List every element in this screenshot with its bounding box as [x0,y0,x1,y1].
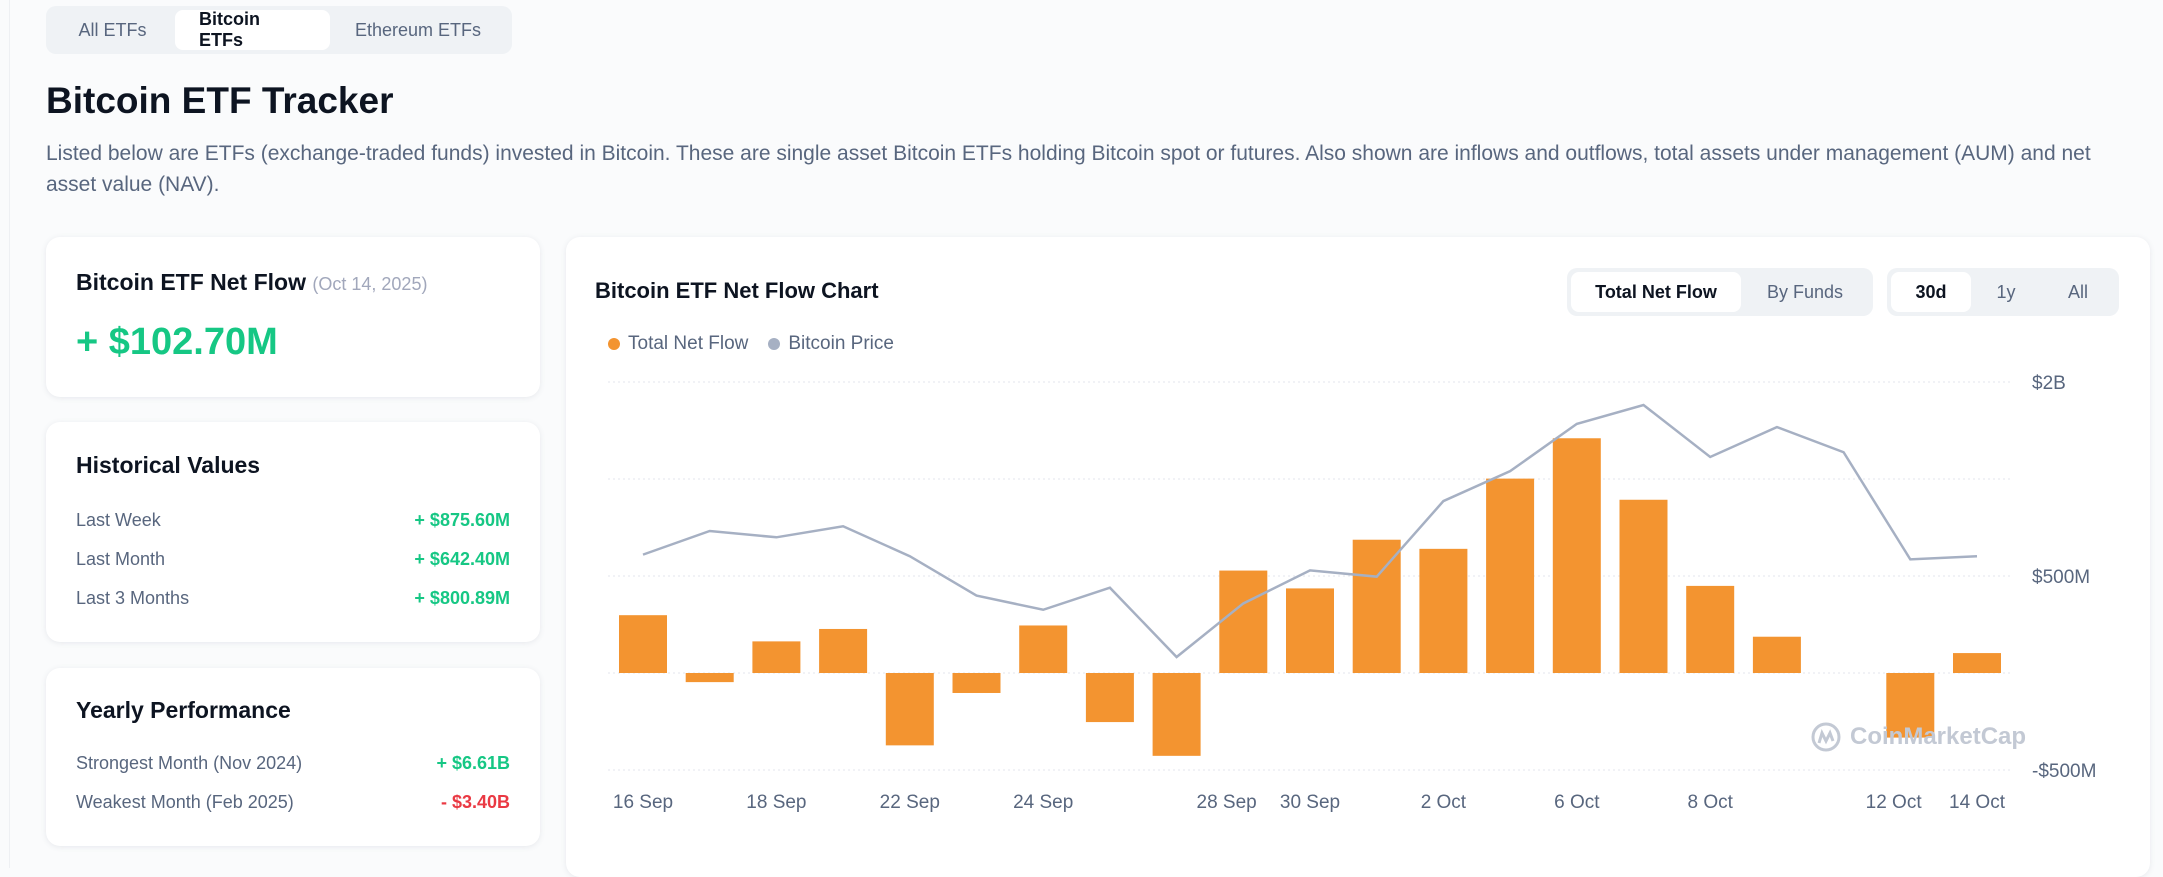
legend-label: Bitcoin Price [788,333,894,354]
historical-row: Last 3 Months + $800.89M [76,588,510,609]
row-label: Last Week [76,510,161,531]
flow-bar [1286,588,1334,673]
flow-bar [1486,479,1534,673]
tab-all-etfs[interactable]: All ETFs [50,10,175,50]
flow-bar [1086,673,1134,722]
row-label: Last Month [76,549,165,570]
chart-title: Bitcoin ETF Net Flow Chart [595,278,879,304]
gray-dot-icon [768,338,780,350]
x-tick-label: 16 Sep [613,792,673,813]
range-30d-button[interactable]: 30d [1891,272,1971,312]
yearly-performance-card: Yearly Performance Strongest Month (Nov … [46,668,540,846]
flow-bar [686,673,734,682]
historical-title: Historical Values [76,452,260,479]
net-flow-title: Bitcoin ETF Net Flow (Oct 14, 2025) [76,269,427,296]
row-label: Weakest Month (Feb 2025) [76,792,294,813]
historical-row: Last Month + $642.40M [76,549,510,570]
x-tick-label: 22 Sep [880,792,940,813]
view-toggle: Total Net Flow By Funds [1567,268,1873,316]
net-flow-date: (Oct 14, 2025) [312,274,427,294]
x-tick-label: 30 Sep [1280,792,1340,813]
x-tick-label: 2 Oct [1421,792,1467,813]
yearly-title: Yearly Performance [76,697,291,724]
flow-bar [1753,637,1801,673]
row-period: (Nov 2024) [213,753,302,773]
yearly-row: Weakest Month (Feb 2025) - $3.40B [76,792,510,813]
row-value: + $800.89M [414,588,510,609]
page-edge [9,0,10,868]
row-label-text: Weakest Month [76,792,201,812]
net-flow-card: Bitcoin ETF Net Flow (Oct 14, 2025) + $1… [46,237,540,397]
x-tick-label: 28 Sep [1197,792,1257,813]
row-label-text: Strongest Month [76,753,208,773]
yearly-row: Strongest Month (Nov 2024) + $6.61B [76,753,510,774]
coinmarketcap-logo-icon [1810,721,1842,753]
row-value: - $3.40B [441,792,510,813]
coinmarketcap-watermark: CoinMarketCap [1810,721,2026,753]
watermark-text: CoinMarketCap [1850,723,2026,751]
tab-bitcoin-etfs[interactable]: Bitcoin ETFs [175,10,330,50]
x-tick-label: 12 Oct [1866,792,1923,813]
etf-tabs: All ETFs Bitcoin ETFs Ethereum ETFs [46,6,512,54]
page-description: Listed below are ETFs (exchange-traded f… [46,138,2146,200]
row-value: + $6.61B [436,753,510,774]
x-tick-label: 14 Oct [1949,792,2006,813]
row-value: + $642.40M [414,549,510,570]
row-label: Last 3 Months [76,588,189,609]
page-title: Bitcoin ETF Tracker [46,80,394,122]
historical-row: Last Week + $875.60M [76,510,510,531]
flow-bar [1419,549,1467,673]
net-flow-title-text: Bitcoin ETF Net Flow [76,269,306,295]
range-1y-button[interactable]: 1y [1971,272,2041,312]
flow-bar [1953,653,2001,673]
legend-bitcoin-price[interactable]: Bitcoin Price [768,333,894,355]
flow-bar [752,641,800,673]
net-flow-value: + $102.70M [76,321,278,364]
range-all-button[interactable]: All [2041,272,2115,312]
row-period: (Feb 2025) [206,792,294,812]
x-tick-label: 6 Oct [1554,792,1600,813]
row-label: Strongest Month (Nov 2024) [76,753,302,774]
y-tick-label: $2B [2032,373,2066,394]
legend-label: Total Net Flow [628,333,748,354]
flow-bar [619,615,667,673]
flow-bar [1153,673,1201,756]
legend-total-net-flow[interactable]: Total Net Flow [608,333,748,355]
x-tick-label: 8 Oct [1687,792,1733,813]
total-net-flow-button[interactable]: Total Net Flow [1571,272,1741,312]
chart-card: $2B $500M -$500M 16 Sep 18 Sep 22 Sep 24 Sep 28… [566,237,2150,877]
flow-bar [886,673,934,745]
historical-values-card: Historical Values Last Week + $875.60M La… [46,422,540,642]
flow-bar [1620,500,1668,673]
chart-legend: Total Net Flow Bitcoin Price [608,333,894,355]
flow-bar [1353,540,1401,673]
flow-bar [819,629,867,673]
range-toggle: 30d 1y All [1887,268,2119,316]
y-tick-label: $500M [2032,567,2090,588]
flow-bar [1219,571,1267,673]
flow-bar [1686,586,1734,673]
by-funds-button[interactable]: By Funds [1741,272,1869,312]
flow-bar [953,673,1001,693]
x-tick-label: 18 Sep [746,792,806,813]
row-value: + $875.60M [414,510,510,531]
tab-ethereum-etfs[interactable]: Ethereum ETFs [330,10,506,50]
orange-dot-icon [608,338,620,350]
flow-bar [1019,625,1067,673]
y-tick-label: -$500M [2032,761,2096,782]
x-tick-label: 24 Sep [1013,792,1073,813]
flow-bar [1553,438,1601,673]
